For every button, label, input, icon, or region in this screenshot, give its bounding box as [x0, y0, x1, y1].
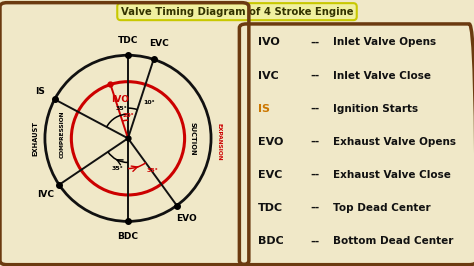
- Text: --: --: [310, 104, 320, 114]
- Text: Ignition Starts: Ignition Starts: [333, 104, 418, 114]
- Text: TDC: TDC: [258, 203, 283, 213]
- Text: IVC: IVC: [258, 70, 278, 81]
- Text: BDC: BDC: [258, 236, 283, 246]
- Text: IS: IS: [35, 87, 45, 96]
- Text: IVO: IVO: [258, 37, 279, 47]
- Text: Inlet Valve Close: Inlet Valve Close: [333, 70, 430, 81]
- Text: Bottom Dead Center: Bottom Dead Center: [333, 236, 453, 246]
- Text: Exhaust Valve Close: Exhaust Valve Close: [333, 170, 450, 180]
- Text: 35°: 35°: [111, 166, 123, 171]
- Text: EVC: EVC: [149, 39, 169, 48]
- Text: EXHAUST: EXHAUST: [33, 121, 39, 156]
- Text: --: --: [310, 70, 320, 81]
- Text: EXPANSION: EXPANSION: [217, 123, 222, 161]
- Text: --: --: [310, 203, 320, 213]
- Text: IVC: IVC: [37, 190, 54, 198]
- Text: 35°: 35°: [146, 168, 158, 173]
- Text: 35°: 35°: [116, 106, 128, 111]
- Text: COMPRESSION: COMPRESSION: [60, 111, 65, 158]
- Text: TDC: TDC: [118, 36, 138, 45]
- Text: EVO: EVO: [176, 214, 197, 223]
- Text: BDC: BDC: [118, 232, 138, 241]
- Text: --: --: [310, 236, 320, 246]
- Text: --: --: [310, 37, 320, 47]
- Text: EVO: EVO: [258, 137, 283, 147]
- Text: 10°: 10°: [143, 100, 155, 105]
- Text: EVC: EVC: [258, 170, 282, 180]
- Text: Inlet Valve Opens: Inlet Valve Opens: [333, 37, 436, 47]
- Text: Valve Timing Diagram of 4 Stroke Engine: Valve Timing Diagram of 4 Stroke Engine: [121, 7, 353, 17]
- Text: IS: IS: [258, 104, 270, 114]
- Text: 20°: 20°: [123, 113, 135, 118]
- Text: Top Dead Center: Top Dead Center: [333, 203, 430, 213]
- Text: IVO: IVO: [111, 94, 129, 103]
- Text: Exhaust Valve Opens: Exhaust Valve Opens: [333, 137, 456, 147]
- Text: SUCTION: SUCTION: [189, 122, 195, 155]
- Text: --: --: [310, 137, 320, 147]
- Text: --: --: [310, 170, 320, 180]
